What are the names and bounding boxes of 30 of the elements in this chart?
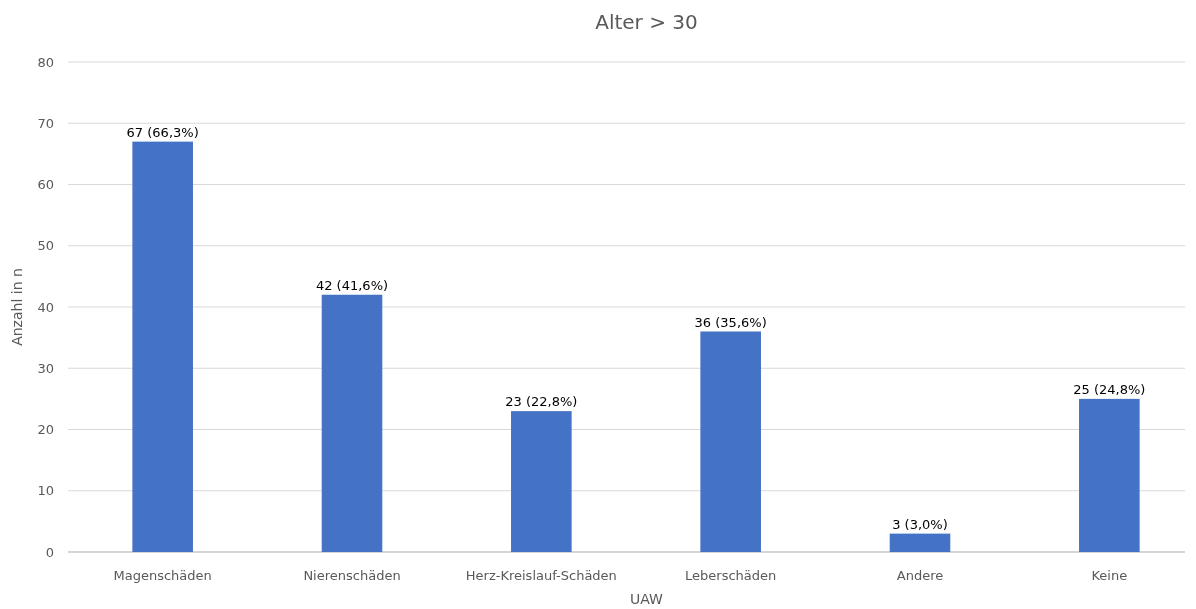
x-tick-label: Nierenschäden xyxy=(303,568,401,583)
y-tick-label: 30 xyxy=(37,360,54,376)
bar xyxy=(132,141,193,552)
data-label: 25 (24,8%) xyxy=(1073,381,1146,397)
bar xyxy=(511,411,572,552)
bar xyxy=(700,331,761,552)
x-tick-label: Magenschäden xyxy=(113,568,212,583)
x-tick-label: Keine xyxy=(1091,568,1128,583)
y-tick-label: 60 xyxy=(37,177,54,193)
y-tick-label: 40 xyxy=(37,299,54,315)
y-tick-label: 10 xyxy=(37,483,54,499)
x-tick-label: Leberschäden xyxy=(685,568,777,583)
y-tick-label: 50 xyxy=(37,238,54,254)
data-label: 67 (66,3%) xyxy=(126,124,199,140)
data-label: 3 (3,0%) xyxy=(892,516,948,532)
y-axis-title: Anzahl in n xyxy=(9,268,25,346)
bar xyxy=(321,294,383,552)
x-tick-label: Herz-Kreislauf-Schäden xyxy=(465,568,617,583)
data-label: 42 (41,6%) xyxy=(315,277,389,293)
y-tick-label: 0 xyxy=(45,544,54,560)
bar xyxy=(1079,398,1140,552)
y-tick-label: 80 xyxy=(37,54,54,70)
x-tick-label: Andere xyxy=(896,568,944,583)
chart-title: Alter > 30 xyxy=(595,10,698,34)
bar xyxy=(889,533,951,552)
data-label: 23 (22,8%) xyxy=(505,394,578,410)
data-label: 36 (35,6%) xyxy=(694,314,767,330)
x-axis-title: UAW xyxy=(630,591,664,607)
y-tick-label: 20 xyxy=(37,422,54,438)
y-tick-label: 70 xyxy=(37,115,54,131)
